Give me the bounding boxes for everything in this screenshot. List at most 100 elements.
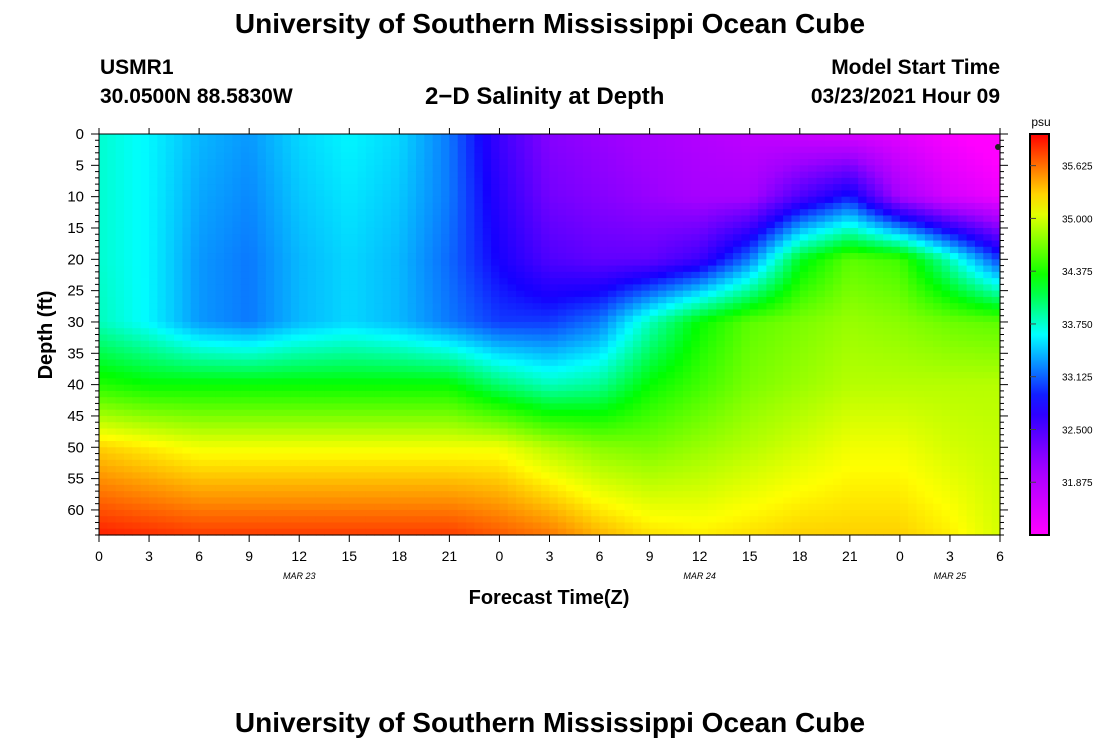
heatmap-cell xyxy=(666,215,676,223)
heatmap-cell xyxy=(332,253,342,260)
heatmap-cell xyxy=(741,146,751,154)
heatmap-cell xyxy=(424,146,434,154)
heatmap-cell xyxy=(541,390,551,398)
heatmap-cell xyxy=(733,365,742,373)
heatmap-cell xyxy=(591,434,601,442)
heatmap-cell xyxy=(257,466,267,473)
heatmap-cell xyxy=(616,296,626,304)
heatmap-cell xyxy=(140,453,150,461)
heatmap-cell xyxy=(299,415,309,423)
heatmap-cell xyxy=(574,422,584,430)
heatmap-cell xyxy=(199,234,209,242)
heatmap-cell xyxy=(349,509,359,517)
heatmap-cell xyxy=(691,246,701,254)
heatmap-cell xyxy=(232,422,242,430)
heatmap-cell xyxy=(132,140,142,148)
heatmap-cell xyxy=(107,403,117,411)
heatmap-cell xyxy=(324,221,334,229)
heatmap-cell xyxy=(657,278,667,285)
heatmap-cell xyxy=(349,340,359,348)
heatmap-cell xyxy=(115,134,125,141)
heatmap-cell xyxy=(349,196,359,204)
heatmap-cell xyxy=(224,184,234,191)
heatmap-cell xyxy=(182,459,192,467)
heatmap-cell xyxy=(265,328,275,336)
heatmap-cell xyxy=(390,384,400,392)
heatmap-cell xyxy=(232,265,242,273)
heatmap-cell xyxy=(708,378,717,386)
heatmap-cell xyxy=(724,159,734,166)
heatmap-cell xyxy=(466,196,476,204)
heatmap-cell xyxy=(532,309,542,317)
heatmap-cell xyxy=(474,221,484,229)
heatmap-cell xyxy=(666,409,676,417)
heatmap-cell xyxy=(574,271,584,279)
heatmap-cell xyxy=(99,359,108,367)
heatmap-cell xyxy=(632,409,642,417)
heatmap-cell xyxy=(240,466,250,473)
heatmap-cell xyxy=(224,190,234,198)
heatmap-cell xyxy=(582,271,592,279)
heatmap-cell xyxy=(599,384,609,392)
heatmap-cell xyxy=(632,171,642,179)
heatmap-cell xyxy=(365,415,375,423)
heatmap-cell xyxy=(466,284,476,292)
heatmap-cell xyxy=(365,340,375,348)
heatmap-cell xyxy=(332,353,342,361)
heatmap-cell xyxy=(507,516,517,524)
heatmap-cell xyxy=(424,522,434,530)
heatmap-cell xyxy=(441,315,450,323)
heatmap-cell xyxy=(224,403,234,411)
heatmap-cell xyxy=(424,528,434,536)
heatmap-cell xyxy=(557,390,567,398)
heatmap-cell xyxy=(541,227,551,235)
heatmap-cell xyxy=(457,271,467,279)
heatmap-cell xyxy=(149,478,158,486)
heatmap-cell xyxy=(457,478,467,486)
heatmap-cell xyxy=(599,478,609,486)
heatmap-cell xyxy=(174,466,184,473)
heatmap-cell xyxy=(357,140,367,148)
heatmap-cell xyxy=(441,390,450,398)
heatmap-cell xyxy=(691,522,701,530)
heatmap-cell xyxy=(499,177,509,185)
heatmap-cell xyxy=(474,159,484,166)
heatmap-cell xyxy=(449,177,459,185)
heatmap-cell xyxy=(466,397,476,405)
heatmap-cell xyxy=(257,403,267,411)
heatmap-cell xyxy=(691,321,701,329)
heatmap-cell xyxy=(499,146,509,154)
heatmap-cell xyxy=(624,271,634,279)
heatmap-cell xyxy=(407,196,417,204)
heatmap-cell xyxy=(157,528,167,536)
heatmap-cell xyxy=(132,372,142,379)
heatmap-cell xyxy=(532,171,542,179)
heatmap-cell xyxy=(157,315,167,323)
heatmap-cell xyxy=(641,478,651,486)
heatmap-cell xyxy=(224,447,234,455)
heatmap-cell xyxy=(340,196,350,204)
heatmap-cell xyxy=(399,159,409,166)
heatmap-cell xyxy=(674,384,684,392)
heatmap-cell xyxy=(199,484,209,492)
heatmap-cell xyxy=(457,215,467,223)
heatmap-cell xyxy=(290,290,300,298)
heatmap-cell xyxy=(449,384,459,392)
heatmap-cell xyxy=(232,177,242,185)
heatmap-cell xyxy=(165,134,175,141)
heatmap-cell xyxy=(416,472,425,480)
heatmap-cell xyxy=(499,453,509,461)
heatmap-cell xyxy=(557,328,567,336)
heatmap-cell xyxy=(541,522,551,530)
heatmap-cell xyxy=(290,453,300,461)
heatmap-cell xyxy=(290,184,300,191)
heatmap-cell xyxy=(274,177,284,185)
heatmap-cell xyxy=(107,365,117,373)
heatmap-cell xyxy=(708,321,717,329)
heatmap-cell xyxy=(632,134,642,141)
heatmap-cell xyxy=(682,165,692,173)
heatmap-cell xyxy=(274,415,284,423)
heatmap-cell xyxy=(332,303,342,311)
heatmap-cell xyxy=(190,196,200,204)
heatmap-cell xyxy=(674,334,684,342)
